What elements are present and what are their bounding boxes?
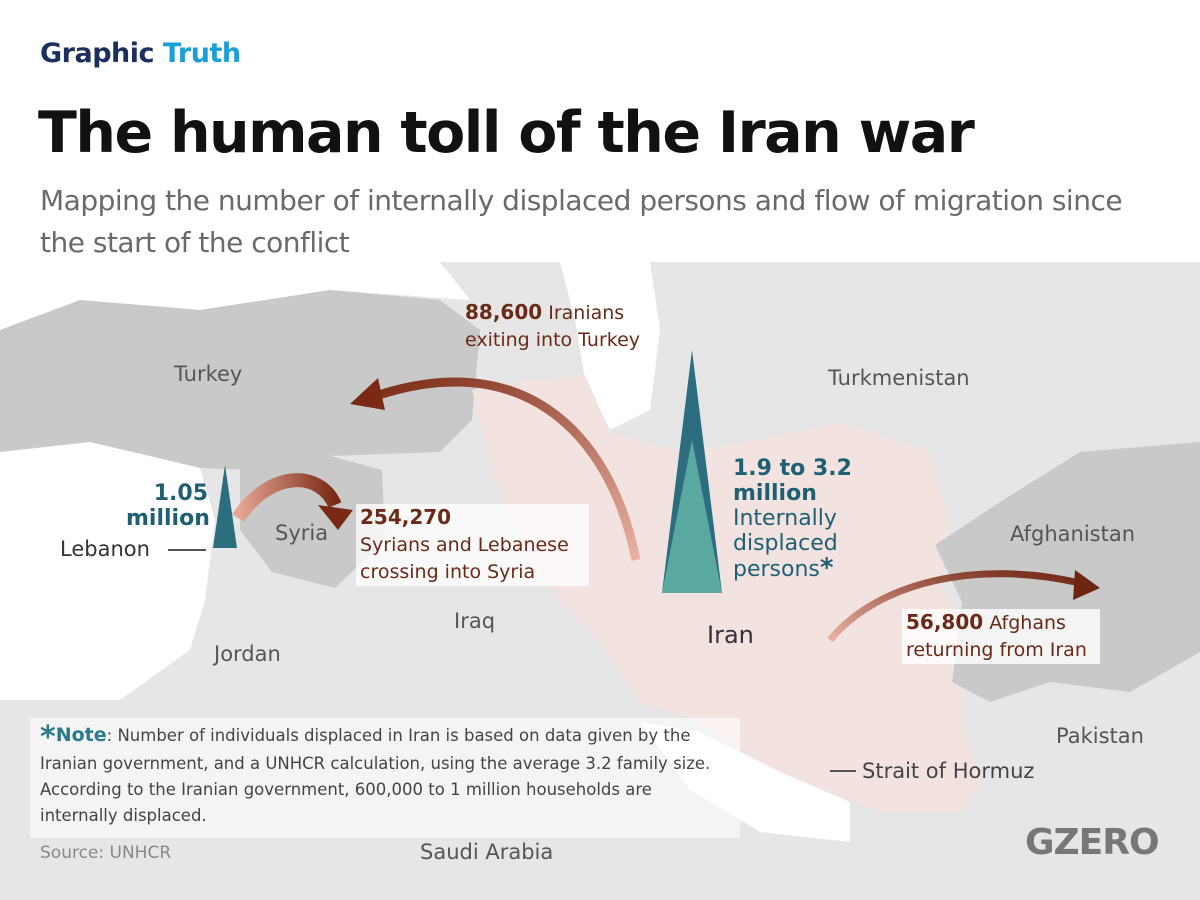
spike-text: Internally displaced persons — [733, 506, 838, 582]
flow-number: 56,800 — [906, 610, 984, 634]
title: The human toll of the Iran war — [38, 100, 975, 166]
spike-number: 1.9 to 3.2 million — [733, 456, 852, 506]
country-label: Iraq — [454, 609, 496, 633]
turkey — [0, 290, 480, 470]
note-panel — [30, 718, 740, 838]
iran — [472, 375, 982, 812]
spike-mark: * — [819, 553, 834, 583]
flow-arrow — [368, 377, 641, 561]
brand-second: Truth — [162, 38, 241, 69]
iran-spike-inner — [662, 440, 722, 593]
country-label: Iran — [707, 621, 754, 649]
country-label: Saudi Arabia — [420, 840, 554, 864]
brand-first: Graphic — [40, 38, 155, 69]
country-label: Turkmenistan — [828, 366, 970, 390]
flow-label: 254,270 Syrians and Lebanese crossing int… — [356, 504, 589, 586]
mediterranean — [0, 442, 215, 700]
black-sea — [0, 262, 470, 330]
flow-number: 254,270 — [360, 505, 452, 529]
flow-arrow — [827, 570, 1081, 643]
flow-text: Syrians and Lebanese crossing into Syria — [360, 534, 569, 583]
logo: GZERO — [1025, 822, 1160, 863]
spike-label: 1.9 to 3.2 million Internally displaced p… — [733, 456, 863, 582]
flow-arrow — [232, 473, 342, 523]
country-label: Afghanistan — [1010, 522, 1136, 546]
note-text: : Number of individuals displaced in Ira… — [40, 726, 711, 825]
arrowhead — [350, 378, 385, 410]
country-label: Pakistan — [1056, 724, 1144, 748]
place-label: Lebanon — [60, 537, 150, 561]
arrowhead — [1073, 570, 1100, 600]
note-label: Note — [55, 724, 107, 746]
flow-text: Iranians exiting into Turkey — [465, 302, 641, 351]
note-mark: * — [40, 720, 56, 755]
lebanon-spike — [213, 465, 237, 548]
arrowhead — [318, 505, 353, 530]
country-label: Syria — [275, 521, 329, 545]
flow-label: 56,800 Afghans returning from Iran — [902, 609, 1100, 664]
flow-label: 88,600 Iranians exiting into Turkey — [465, 299, 665, 354]
flow-number: 88,600 — [465, 300, 543, 324]
subtitle: Mapping the number of internally displac… — [40, 184, 1123, 259]
note: *Note: Number of individuals displaced i… — [40, 722, 730, 829]
spike-label: 1.05 million — [126, 481, 210, 531]
brand: Graphic Truth — [40, 38, 241, 69]
country-label: Turkey — [174, 362, 243, 386]
place-label: Strait of Hormuz — [862, 759, 1035, 783]
source: Source: UNHCR — [40, 843, 172, 863]
caspian-sea — [560, 262, 660, 430]
flow-text: Afghans returning from Iran — [906, 612, 1087, 661]
country-label: Jordan — [214, 642, 281, 666]
